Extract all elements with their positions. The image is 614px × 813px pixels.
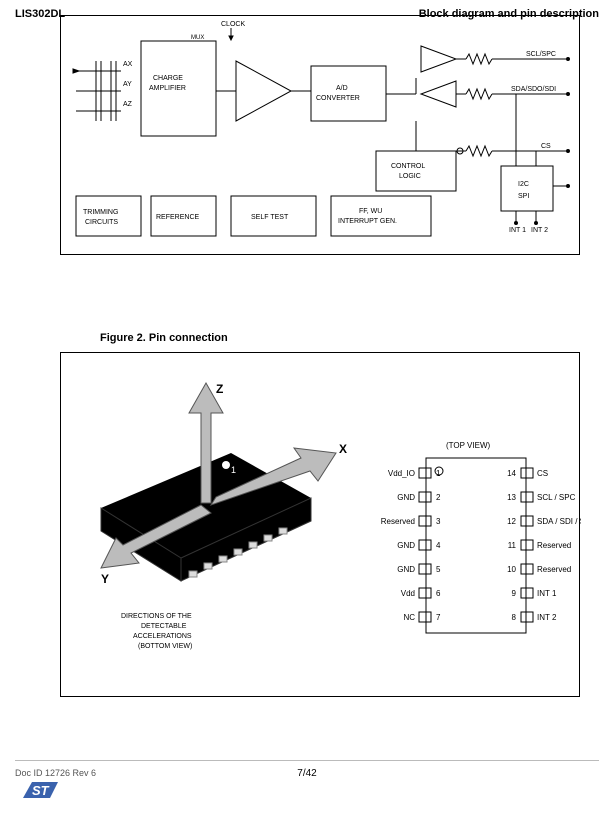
svg-text:CS: CS (537, 469, 548, 478)
footer-divider (15, 760, 599, 761)
y-axis-label: Y (101, 572, 109, 586)
svg-text:INTERRUPT GEN.: INTERRUPT GEN. (338, 218, 397, 225)
svg-text:3: 3 (436, 517, 441, 526)
svg-text:GND: GND (397, 493, 415, 502)
az-label: AZ (123, 101, 133, 108)
svg-text:GND: GND (397, 541, 415, 550)
svg-text:13: 13 (507, 493, 516, 502)
svg-text:9: 9 (512, 589, 517, 598)
ay-label: AY (123, 81, 132, 88)
ad-label: A/D (336, 85, 348, 92)
charge-label: CHARGE (153, 75, 183, 82)
svg-text:7: 7 (436, 613, 441, 622)
svg-text:SCL / SPC: SCL / SPC (537, 493, 576, 502)
header-left: LIS302DL (15, 8, 65, 20)
z-axis-label: Z (216, 382, 223, 396)
selftest-label: SELF TEST (251, 214, 289, 221)
clock-label: CLOCK (221, 21, 245, 28)
logic-label: LOGIC (399, 173, 421, 180)
svg-text:DETECTABLE: DETECTABLE (141, 623, 187, 630)
svg-text:11: 11 (508, 541, 517, 550)
sda-label: SDA/SDO/SDI (511, 86, 556, 93)
pin1-marker: 1 (231, 465, 236, 475)
svg-text:10: 10 (507, 565, 516, 574)
reference-label: REFERENCE (156, 214, 200, 221)
svg-text:GND: GND (397, 565, 415, 574)
st-logo: ST (20, 778, 60, 804)
ffwu-label: FF, WU (359, 208, 382, 215)
svg-text:Reserved: Reserved (537, 541, 571, 550)
svg-text:Reserved: Reserved (381, 517, 415, 526)
svg-text:5: 5 (436, 565, 441, 574)
topview-label: (TOP VIEW) (446, 441, 490, 450)
cs-label: CS (541, 143, 551, 150)
int2-label: INT 2 (531, 227, 548, 234)
block-diagram-svg: CLOCK AX AY AZ CHARGE AMPLIFIER MUX A (61, 16, 581, 256)
svg-text:(BOTTOM VIEW): (BOTTOM VIEW) (138, 643, 192, 650)
control-label: CONTROL (391, 163, 425, 170)
i2c-label: I2C (518, 181, 529, 188)
converter-label: CONVERTER (316, 95, 360, 102)
svg-text:NC: NC (403, 613, 415, 622)
svg-text:ST: ST (32, 783, 50, 798)
figure-2-caption: Figure 2. Pin connection (100, 332, 228, 344)
svg-text:Vdd: Vdd (401, 589, 415, 598)
pin-connection-svg: Z Y X 1 DIRECTIONS OF THE DETECTABLE ACC… (61, 353, 581, 698)
svg-text:12: 12 (507, 517, 516, 526)
footer-page: 7/42 (297, 768, 316, 779)
trimming-label: TRIMMING (83, 209, 118, 216)
figure-2-box: Z Y X 1 DIRECTIONS OF THE DETECTABLE ACC… (60, 352, 580, 697)
svg-text:INT 2: INT 2 (537, 613, 557, 622)
svg-text:INT 1: INT 1 (537, 589, 557, 598)
svg-text:14: 14 (507, 469, 516, 478)
x-axis-label: X (339, 442, 347, 456)
svg-text:1: 1 (436, 469, 441, 478)
bottomview-line1: DIRECTIONS OF THE (121, 613, 192, 620)
amplifier-label: AMPLIFIER (149, 85, 186, 92)
svg-text:CIRCUITS: CIRCUITS (85, 219, 118, 226)
footer-docid: Doc ID 12726 Rev 6 (15, 768, 96, 778)
svg-text:Vdd_IO: Vdd_IO (388, 469, 415, 478)
svg-text:Reserved: Reserved (537, 565, 571, 574)
mux-label: MUX (191, 35, 204, 41)
svg-text:8: 8 (512, 613, 517, 622)
ax-label: AX (123, 61, 133, 68)
svg-text:2: 2 (436, 493, 441, 502)
svg-text:4: 4 (436, 541, 441, 550)
svg-text:ACCELERATIONS: ACCELERATIONS (133, 633, 192, 640)
scl-label: SCL/SPC (526, 51, 556, 58)
svg-text:6: 6 (436, 589, 441, 598)
svg-text:SDA / SDI / SDO: SDA / SDI / SDO (537, 517, 581, 526)
figure-1-box: CLOCK AX AY AZ CHARGE AMPLIFIER MUX A (60, 15, 580, 255)
int1-label: INT 1 (509, 227, 526, 234)
spi-label: SPI (518, 193, 529, 200)
